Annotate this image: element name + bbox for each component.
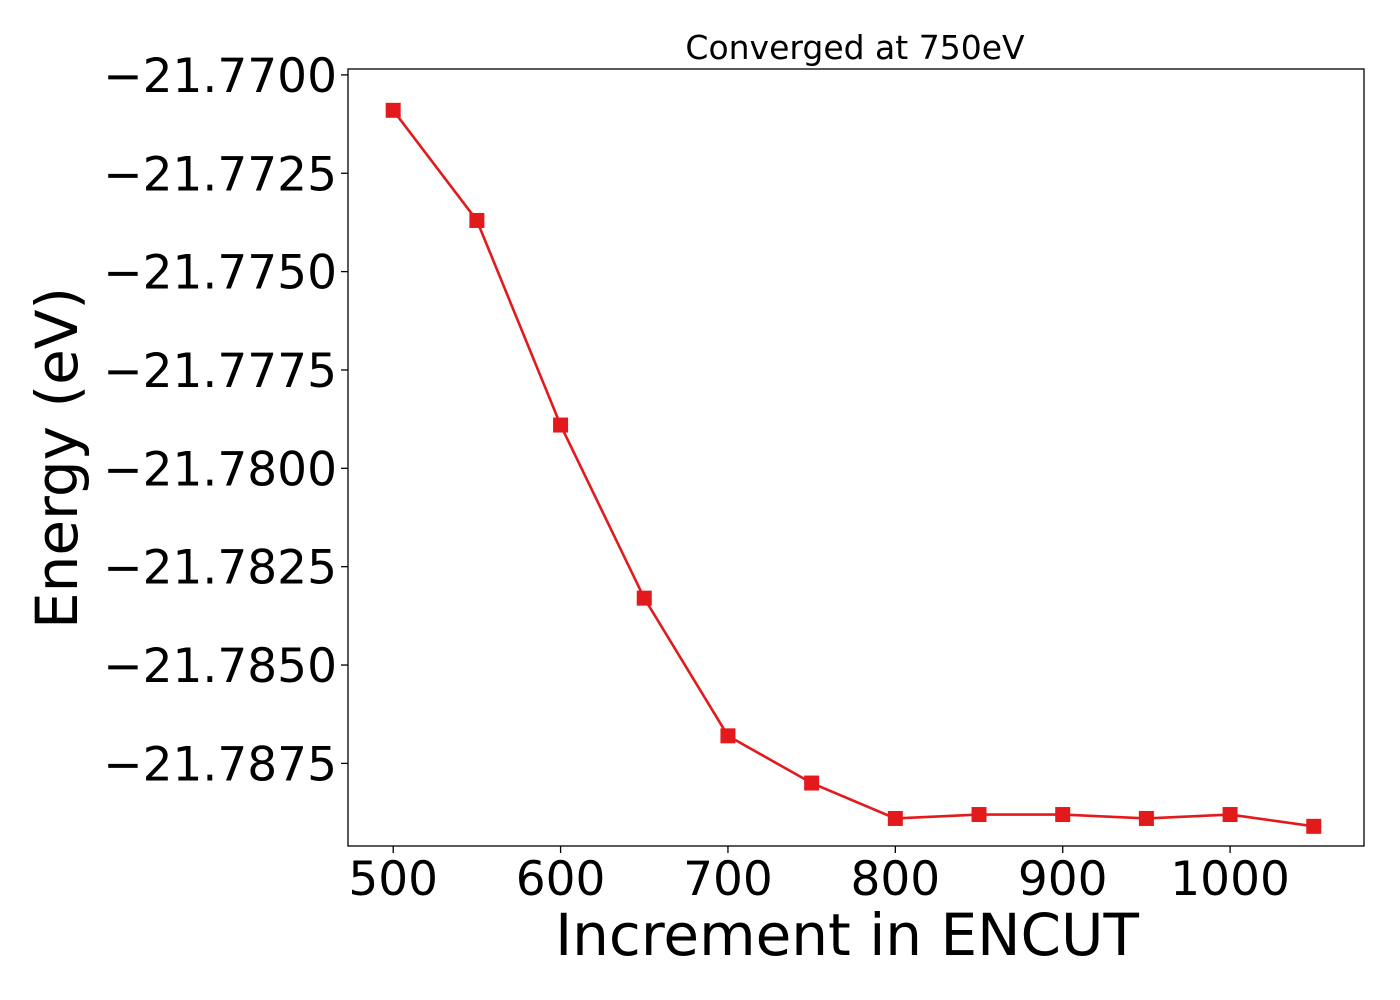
y-tick-label: −21.7800 bbox=[103, 442, 337, 497]
data-point-marker bbox=[1055, 807, 1071, 823]
chart-title: Converged at 750eV bbox=[685, 28, 1025, 67]
data-point-marker bbox=[553, 417, 569, 433]
data-point-marker bbox=[1222, 807, 1238, 823]
data-point-marker bbox=[385, 102, 401, 118]
x-tick-label: 800 bbox=[850, 852, 940, 907]
y-tick-label: −21.7825 bbox=[103, 541, 337, 596]
data-point-marker bbox=[720, 728, 736, 744]
data-point-marker bbox=[804, 775, 820, 791]
x-tick-label: 900 bbox=[1018, 852, 1108, 907]
series-layer bbox=[385, 102, 1322, 834]
y-tick-label: −21.7725 bbox=[103, 147, 337, 202]
data-point-marker bbox=[636, 590, 652, 606]
y-tick-label: −21.7875 bbox=[103, 737, 337, 792]
y-axis-ticks: −21.7700 −21.7725 −21.7750 −21.7775 −21.7800… bbox=[103, 49, 348, 792]
x-tick-label: 1000 bbox=[1170, 852, 1290, 907]
x-tick-label: 700 bbox=[683, 852, 773, 907]
y-tick-label: −21.7750 bbox=[103, 246, 337, 301]
data-point-marker bbox=[1138, 810, 1154, 826]
x-tick-label: 500 bbox=[348, 852, 438, 907]
plot-area-frame bbox=[347, 68, 1365, 847]
x-axis-label: Increment in ENCUT bbox=[555, 901, 1139, 969]
series-line bbox=[392, 109, 1314, 828]
data-point-marker bbox=[1306, 818, 1322, 834]
data-point-marker bbox=[469, 212, 485, 228]
x-tick-label: 600 bbox=[516, 852, 606, 907]
y-tick-label: −21.7850 bbox=[103, 639, 337, 694]
y-tick-label: −21.7775 bbox=[103, 344, 337, 399]
y-axis-label: Energy (eV) bbox=[23, 287, 91, 629]
x-axis-ticks: 500 600 700 800 900 1000 bbox=[348, 846, 1290, 907]
data-point-marker bbox=[971, 807, 987, 823]
y-tick-label: −21.7700 bbox=[103, 49, 337, 104]
data-point-marker bbox=[887, 810, 903, 826]
